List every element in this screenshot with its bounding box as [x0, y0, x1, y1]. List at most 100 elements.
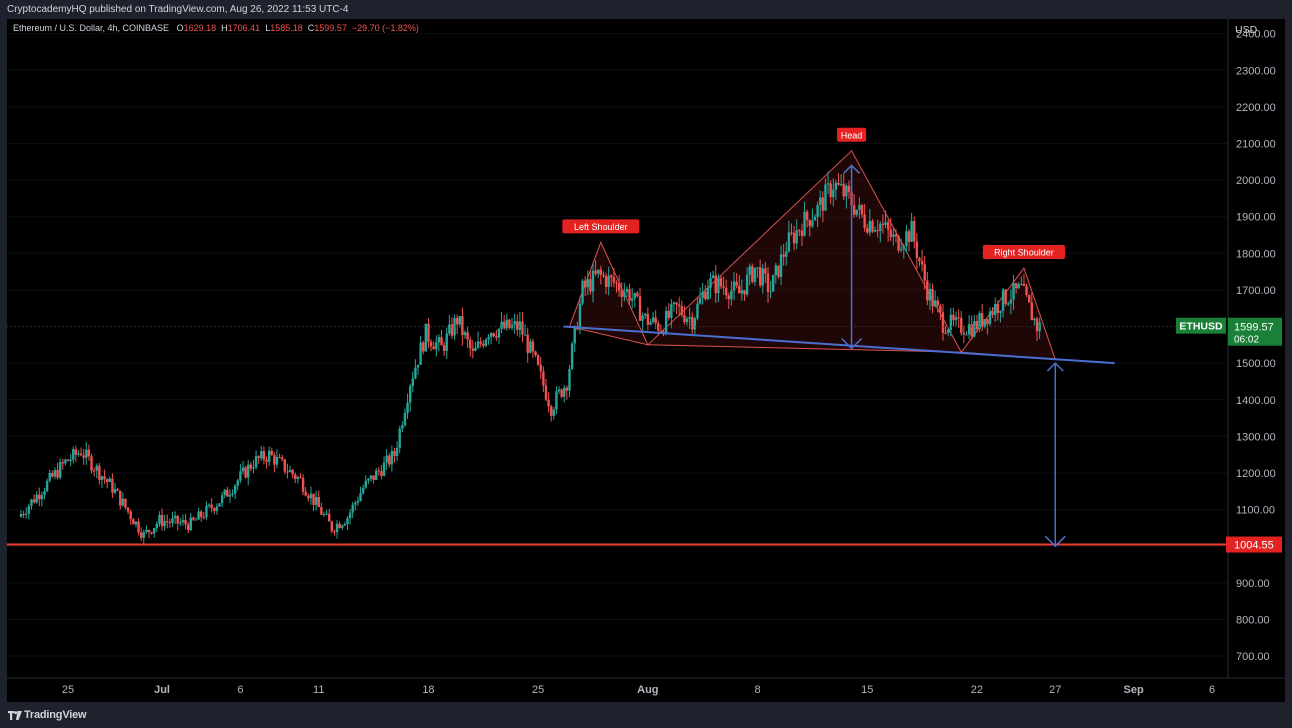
last-price-badge [1228, 317, 1282, 346]
candle-body [573, 326, 576, 344]
candle-body [103, 476, 106, 480]
candle-body [952, 314, 955, 321]
candle-body [79, 453, 83, 456]
candle-body [586, 279, 589, 288]
candle-body [1027, 294, 1031, 303]
candle-body [30, 499, 33, 506]
candle-body [936, 300, 939, 306]
candle-body [560, 389, 563, 397]
candle-body [602, 274, 605, 277]
symbol-badge [1176, 317, 1226, 334]
candle-body [375, 470, 378, 480]
candle-body [335, 523, 339, 533]
chart-area[interactable]: Left Shoulder Head Right Shoulder USD 700.0… [7, 19, 1285, 702]
candle-body [607, 275, 610, 287]
symbol-badge-label: ETHUSD [1179, 321, 1223, 333]
candle-body [476, 341, 480, 348]
candle-body [354, 502, 357, 505]
candle-body [858, 205, 861, 210]
candle-body [369, 475, 373, 479]
candle-body [659, 330, 663, 332]
candle-body [278, 457, 281, 459]
x-tick-label: 15 [861, 684, 873, 696]
candle-body [691, 317, 694, 330]
candle-body [455, 317, 459, 325]
candle-body [675, 302, 678, 305]
candle-body [249, 464, 253, 469]
candle-body [523, 334, 527, 336]
candle-body [296, 477, 300, 479]
candle-body [40, 495, 44, 500]
candle-body [779, 254, 783, 277]
candle-body [892, 234, 895, 237]
candle-body [223, 489, 226, 496]
candle-body [382, 462, 386, 476]
candle-body [636, 292, 639, 297]
x-tick-label: Jul [154, 684, 170, 696]
candle-body [314, 497, 318, 505]
candle-body [905, 231, 908, 247]
candle-body [1007, 303, 1010, 305]
candle-body [27, 505, 31, 514]
candle-body [926, 280, 929, 301]
candle-body [996, 304, 1000, 313]
candle-body [516, 321, 519, 330]
open-label: O [176, 23, 184, 33]
candle-body [680, 306, 683, 316]
candle-body [552, 409, 556, 416]
candle-body [991, 311, 994, 315]
candle-body [722, 286, 725, 288]
candle-body [808, 219, 811, 227]
candle-body [429, 341, 433, 347]
candle-body [834, 182, 838, 190]
candle-body [241, 467, 245, 472]
candle-body [87, 449, 91, 457]
candle-body [565, 387, 569, 391]
y-tick-label: 900.00 [1236, 578, 1270, 590]
candle-body [941, 312, 945, 333]
candle-body [390, 450, 394, 465]
candle-body [845, 185, 848, 197]
candle-body [954, 317, 958, 321]
x-tick-label: Aug [637, 684, 658, 696]
candle-body [82, 455, 85, 458]
candle-body [43, 491, 46, 496]
candle-body [550, 406, 553, 416]
bar-countdown: 06:02 [1234, 335, 1259, 346]
candle-body [918, 258, 921, 261]
candle-body [294, 474, 297, 479]
publish-info: CryptocademyHQ published on TradingView.… [0, 0, 1292, 19]
candle-body [502, 321, 506, 329]
candle-body [714, 275, 717, 294]
x-tick-label: 6 [237, 684, 243, 696]
candle-body [166, 521, 169, 523]
candle-body [307, 495, 310, 499]
candle-body [915, 241, 919, 259]
candle-body [90, 456, 93, 471]
candle-body [312, 493, 315, 505]
candle-body [330, 521, 334, 532]
candle-body [787, 232, 791, 252]
candle-body [617, 282, 621, 291]
candle-body [529, 341, 532, 353]
candle-body [343, 524, 347, 526]
candle-body [448, 324, 451, 334]
y-tick-label: 1100.00 [1236, 505, 1275, 517]
candle-body [348, 512, 352, 519]
candle-body [265, 459, 268, 462]
candle-body [884, 222, 887, 225]
candle-body [333, 531, 336, 533]
x-tick-label: 8 [754, 684, 760, 696]
candle-body [105, 479, 109, 482]
candle-body [437, 337, 441, 343]
neckline [563, 325, 1115, 365]
candle-body [578, 303, 582, 330]
candle-body [772, 274, 775, 292]
candle-body [179, 522, 182, 524]
candle-body [1020, 284, 1023, 286]
candle-body [228, 494, 232, 497]
candle-body [408, 386, 412, 403]
candle-body [949, 314, 953, 330]
candle-body [1035, 318, 1039, 332]
